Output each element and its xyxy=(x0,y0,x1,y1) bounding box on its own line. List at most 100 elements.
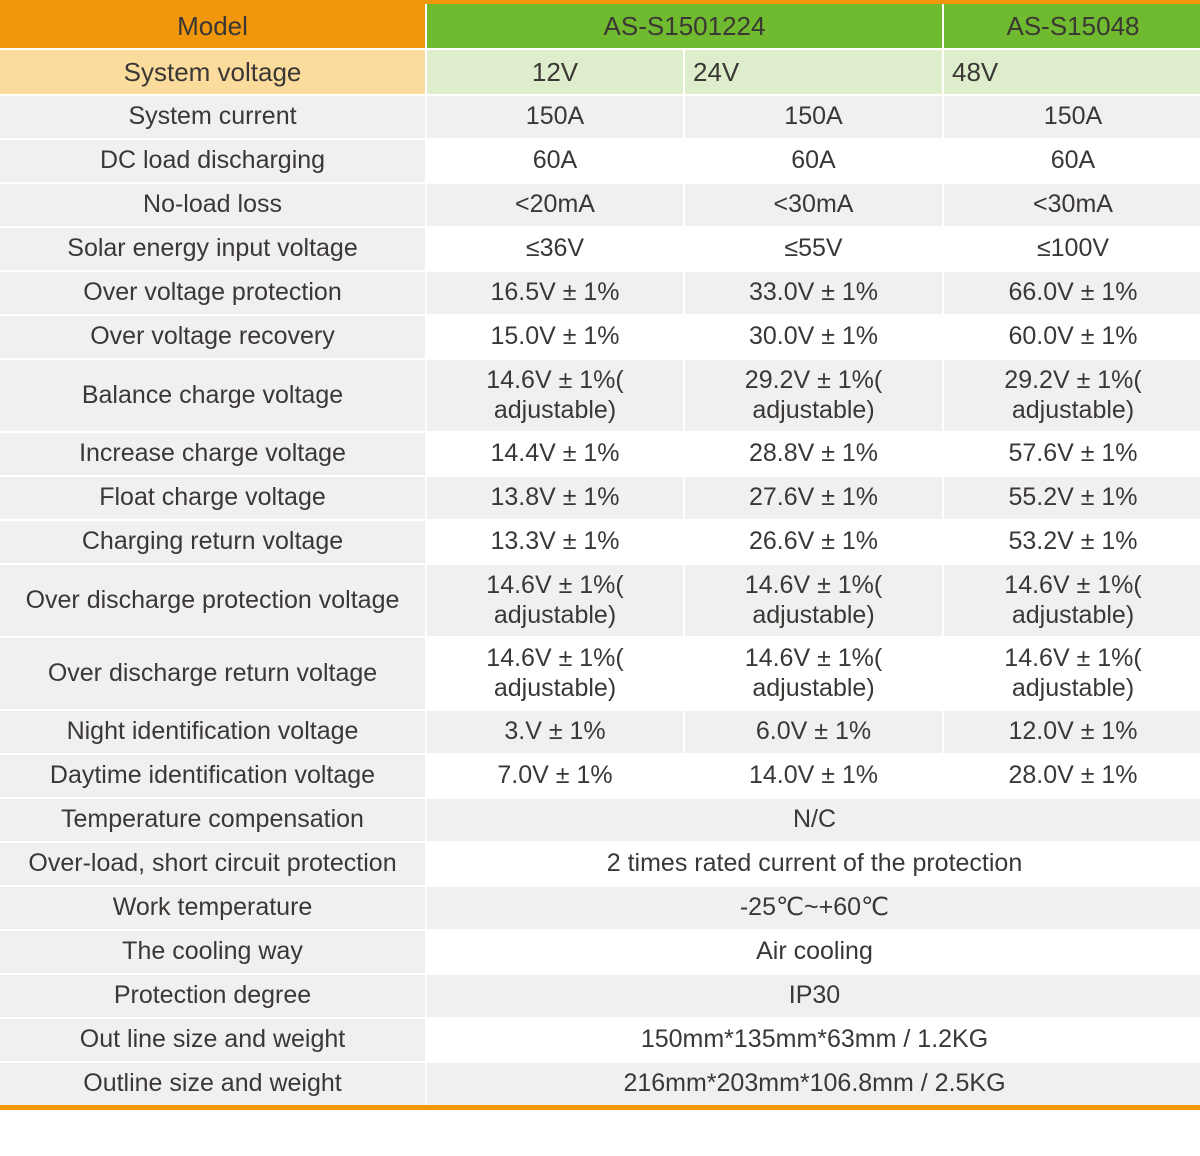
value-cell: 57.6V ± 1% xyxy=(942,431,1200,477)
value-cell: <30mA xyxy=(942,182,1200,228)
row-label-cell: Over voltage recovery xyxy=(0,314,427,360)
spec-row: No-load loss <20mA <30mA <30mA xyxy=(0,182,1200,228)
header-row: Model AS-S1501224 AS-S15048 xyxy=(0,4,1200,50)
value-cell: 60A xyxy=(683,138,944,184)
value-cell: 29.2V ± 1%( adjustable) xyxy=(683,358,944,433)
row-label-cell: Protection degree xyxy=(0,973,427,1019)
value-cell: 28.8V ± 1% xyxy=(683,431,944,477)
value-cell: 14.6V ± 1%( adjustable) xyxy=(425,636,685,711)
value-cell: 14.6V ± 1%( adjustable) xyxy=(683,636,944,711)
row-label-cell: Float charge voltage xyxy=(0,475,427,521)
value-cell: <20mA xyxy=(425,182,685,228)
row-label-cell: Over discharge protection voltage xyxy=(0,563,427,638)
value-cell: 14.6V ± 1%( adjustable) xyxy=(942,636,1200,711)
spec-row: Increase charge voltage 14.4V ± 1% 28.8V… xyxy=(0,431,1200,477)
merged-row: Protection degree IP30 xyxy=(0,973,1200,1019)
value-cell: 60A xyxy=(942,138,1200,184)
merged-value-cell: Air cooling xyxy=(425,929,1200,975)
voltage-48v-cell: 48V xyxy=(942,48,1200,96)
merged-value-cell: 2 times rated current of the protection xyxy=(425,841,1200,887)
spec-row: Over discharge return voltage 14.6V ± 1%… xyxy=(0,636,1200,711)
value-cell: 16.5V ± 1% xyxy=(425,270,685,316)
voltage-12v-cell: 12V xyxy=(425,48,685,96)
value-cell: <30mA xyxy=(683,182,944,228)
merged-row: Outline size and weight 216mm*203mm*106.… xyxy=(0,1061,1200,1105)
merged-row: Out line size and weight 150mm*135mm*63m… xyxy=(0,1017,1200,1063)
row-label-cell: System current xyxy=(0,94,427,140)
spec-row: Daytime identification voltage 7.0V ± 1%… xyxy=(0,753,1200,799)
value-cell: 14.6V ± 1%( adjustable) xyxy=(425,563,685,638)
row-label-cell: DC load discharging xyxy=(0,138,427,184)
spec-row: Night identification voltage 3.V ± 1% 6.… xyxy=(0,709,1200,755)
value-cell: 55.2V ± 1% xyxy=(942,475,1200,521)
value-cell: 12.0V ± 1% xyxy=(942,709,1200,755)
value-cell: ≤55V xyxy=(683,226,944,272)
model-header-cell: Model xyxy=(0,4,427,50)
spec-row: Solar energy input voltage ≤36V ≤55V ≤10… xyxy=(0,226,1200,272)
row-label-cell: Over voltage protection xyxy=(0,270,427,316)
spec-sheet: Model AS-S1501224 AS-S15048 System volta… xyxy=(0,0,1200,1110)
value-cell: 13.8V ± 1% xyxy=(425,475,685,521)
merged-row: Work temperature -25℃~+60℃ xyxy=(0,885,1200,931)
spec-row: Over voltage protection 16.5V ± 1% 33.0V… xyxy=(0,270,1200,316)
spec-row: Balance charge voltage 14.6V ± 1%( adjus… xyxy=(0,358,1200,433)
value-cell: 150A xyxy=(425,94,685,140)
row-label-cell: Over discharge return voltage xyxy=(0,636,427,711)
value-cell: 150A xyxy=(942,94,1200,140)
bottom-accent-bar xyxy=(0,1105,1200,1110)
row-label-cell: Night identification voltage xyxy=(0,709,427,755)
row-label-cell: Work temperature xyxy=(0,885,427,931)
merged-value-cell: N/C xyxy=(425,797,1200,843)
model-a-header-cell: AS-S1501224 xyxy=(425,4,944,50)
value-cell: 150A xyxy=(683,94,944,140)
spec-table: Model AS-S1501224 AS-S15048 System volta… xyxy=(0,4,1200,1105)
spec-row: Over voltage recovery 15.0V ± 1% 30.0V ±… xyxy=(0,314,1200,360)
spec-row: Charging return voltage 13.3V ± 1% 26.6V… xyxy=(0,519,1200,565)
merged-row: The cooling way Air cooling xyxy=(0,929,1200,975)
value-cell: 28.0V ± 1% xyxy=(942,753,1200,799)
value-cell: 27.6V ± 1% xyxy=(683,475,944,521)
merged-row: Temperature compensation N/C xyxy=(0,797,1200,843)
merged-row: Over-load, short circuit protection 2 ti… xyxy=(0,841,1200,887)
row-label-cell: Charging return voltage xyxy=(0,519,427,565)
value-cell: 14.0V ± 1% xyxy=(683,753,944,799)
spec-row: DC load discharging 60A 60A 60A xyxy=(0,138,1200,184)
value-cell: 30.0V ± 1% xyxy=(683,314,944,360)
row-label-cell: Over-load, short circuit protection xyxy=(0,841,427,887)
value-cell: ≤36V xyxy=(425,226,685,272)
value-cell: 60.0V ± 1% xyxy=(942,314,1200,360)
row-label-cell: Increase charge voltage xyxy=(0,431,427,477)
value-cell: 14.6V ± 1%( adjustable) xyxy=(683,563,944,638)
row-label-cell: Balance charge voltage xyxy=(0,358,427,433)
model-b-header-cell: AS-S15048 xyxy=(942,4,1200,50)
spec-row: System current 150A 150A 150A xyxy=(0,94,1200,140)
merged-value-cell: IP30 xyxy=(425,973,1200,1019)
row-label-cell: No-load loss xyxy=(0,182,427,228)
value-cell: 14.6V ± 1%( adjustable) xyxy=(942,563,1200,638)
value-cell: 60A xyxy=(425,138,685,184)
value-cell: 53.2V ± 1% xyxy=(942,519,1200,565)
value-cell: 3.V ± 1% xyxy=(425,709,685,755)
value-cell: 14.6V ± 1%( adjustable) xyxy=(425,358,685,433)
voltage-24v-cell: 24V xyxy=(683,48,944,96)
value-cell: 66.0V ± 1% xyxy=(942,270,1200,316)
row-label-cell: The cooling way xyxy=(0,929,427,975)
value-cell: 6.0V ± 1% xyxy=(683,709,944,755)
value-cell: 14.4V ± 1% xyxy=(425,431,685,477)
system-voltage-row: System voltage 12V 24V 48V xyxy=(0,48,1200,96)
row-label-cell: Solar energy input voltage xyxy=(0,226,427,272)
top-accent-bar xyxy=(0,0,1200,4)
row-label-cell: System voltage xyxy=(0,48,427,96)
value-cell: 15.0V ± 1% xyxy=(425,314,685,360)
value-cell: 33.0V ± 1% xyxy=(683,270,944,316)
row-label-cell: Outline size and weight xyxy=(0,1061,427,1105)
row-label-cell: Temperature compensation xyxy=(0,797,427,843)
value-cell: 26.6V ± 1% xyxy=(683,519,944,565)
spec-row: Over discharge protection voltage 14.6V … xyxy=(0,563,1200,638)
spec-row: Float charge voltage 13.8V ± 1% 27.6V ± … xyxy=(0,475,1200,521)
value-cell: 13.3V ± 1% xyxy=(425,519,685,565)
merged-value-cell: -25℃~+60℃ xyxy=(425,885,1200,931)
value-cell: 29.2V ± 1%( adjustable) xyxy=(942,358,1200,433)
value-cell: 7.0V ± 1% xyxy=(425,753,685,799)
spec-table-wrapper: Model AS-S1501224 AS-S15048 System volta… xyxy=(0,4,1200,1105)
